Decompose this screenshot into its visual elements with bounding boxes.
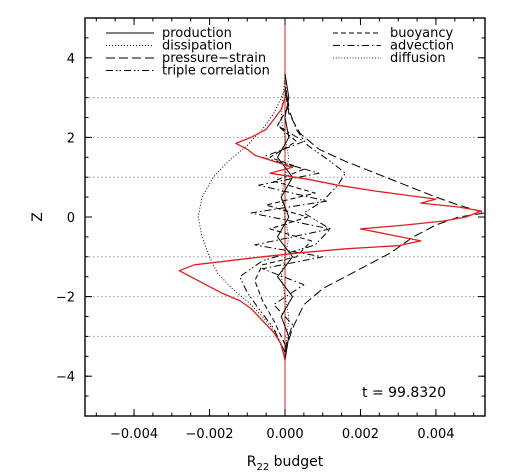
y-axis-label: Z	[30, 212, 46, 222]
legend-label: pressure−strain	[162, 51, 266, 66]
legend-label: triple correlation	[162, 64, 270, 79]
series-pressure-strain	[284, 89, 485, 353]
x-ticks: −0.004 −0.002 0.000 0.002 0.004	[95, 18, 475, 442]
x-tick-label: 0.002	[342, 427, 379, 442]
series-production	[277, 73, 293, 361]
series-total	[178, 97, 482, 361]
legend-label: dissipation	[162, 39, 232, 54]
x-axis-label-suffix: budget	[269, 454, 324, 470]
legend-label: diffusion	[390, 51, 446, 66]
legend: productiondissipationpressure−straintrip…	[106, 26, 454, 79]
x-tick-label: 0.004	[417, 427, 454, 442]
time-annotation: t = 99.8320	[362, 385, 446, 401]
series-diffusion	[280, 73, 290, 361]
y-tick-label: −2	[56, 291, 75, 306]
x-tick-label: −0.004	[110, 427, 158, 442]
legend-label: buoyancy	[390, 26, 453, 41]
series-advection	[250, 85, 331, 349]
y-ticks: −4 −2 0 2 4	[56, 17, 485, 417]
x-tick-label: 0.000	[266, 427, 303, 442]
y-tick-label: 4	[67, 52, 75, 67]
legend-label: advection	[390, 39, 454, 54]
y-tick-label: −4	[56, 370, 75, 385]
series-buoyancy	[254, 89, 316, 345]
y-tick-label: 0	[67, 211, 75, 226]
x-axis-label-main: R	[247, 454, 257, 470]
x-axis-label-subscript: 22	[256, 462, 269, 473]
series-layer	[178, 73, 485, 361]
x-tick-label: −0.002	[185, 427, 233, 442]
y-tick-label: 2	[67, 131, 75, 146]
series-dissipation	[197, 89, 286, 357]
x-axis-label: R22 budget	[247, 454, 324, 473]
series-triple-correlation	[239, 81, 346, 353]
legend-label: production	[162, 26, 232, 41]
